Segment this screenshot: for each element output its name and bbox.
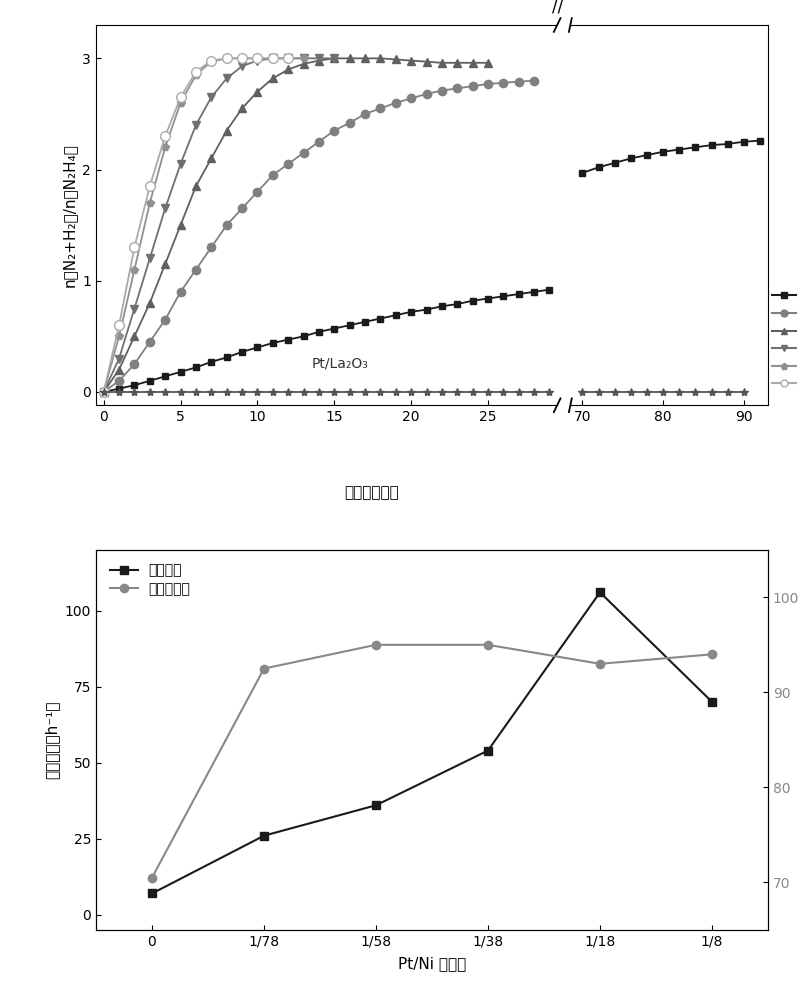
- 制氢选择性: [259, 663, 269, 675]
- 制氢选择性: [483, 639, 493, 651]
- 制氢选择性: [147, 872, 157, 884]
- Text: 时间（分钟）: 时间（分钟）: [345, 485, 399, 500]
- 反应速率: [371, 799, 381, 811]
- Legend: 反应速率, 制氢选择性: 反应速率, 制氢选择性: [103, 557, 198, 603]
- Line: 反应速率: 反应速率: [148, 588, 716, 898]
- Y-axis label: n（N₂+H₂）/n（N₂H₄）: n（N₂+H₂）/n（N₂H₄）: [62, 143, 77, 287]
- 制氢选择性: [707, 648, 717, 660]
- 反应速率: [259, 830, 269, 842]
- Text: Pt/La₂O₃: Pt/La₂O₃: [311, 356, 368, 370]
- X-axis label: Pt/Ni 摸尔比: Pt/Ni 摸尔比: [398, 956, 466, 971]
- Line: 制氢选择性: 制氢选择性: [148, 641, 716, 882]
- 反应速率: [707, 696, 717, 708]
- Y-axis label: 反应速率（h⁻¹）: 反应速率（h⁻¹）: [44, 701, 59, 779]
- 制氢选择性: [371, 639, 381, 651]
- 反应速率: [595, 586, 605, 598]
- 反应速率: [483, 745, 493, 757]
- Legend: 0, 1/78, 1/58, 1/38, 1/18, 1/8: 0, 1/78, 1/58, 1/38, 1/18, 1/8: [772, 290, 800, 391]
- 制氢选择性: [595, 658, 605, 670]
- Text: //: //: [551, 0, 563, 15]
- 反应速率: [147, 887, 157, 899]
